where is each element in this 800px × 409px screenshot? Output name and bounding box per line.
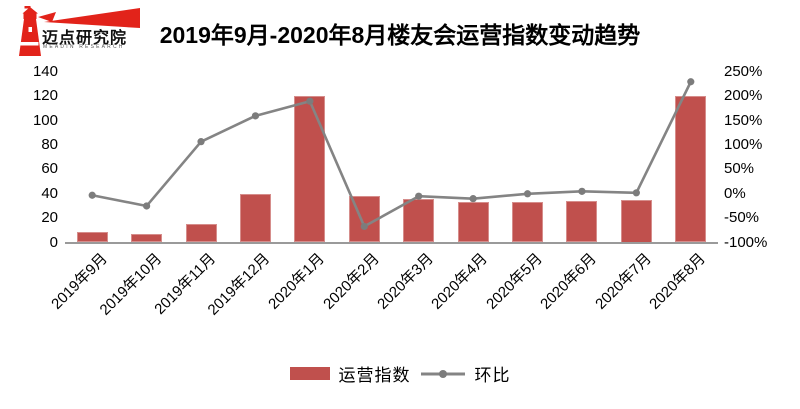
x-axis-label: 2020年1月 — [265, 249, 329, 313]
index-bar — [403, 198, 435, 243]
brand-name: 迈点研究院 — [42, 30, 128, 47]
y-axis-tick-left: 20 — [41, 209, 58, 227]
x-axis-label: 2020年6月 — [537, 249, 601, 313]
y-axis-tick-right: 100% — [724, 136, 763, 154]
x-axis-label: 2020年3月 — [374, 249, 437, 313]
legend-bar-swatch — [289, 367, 330, 380]
y-axis-tick-right: 250% — [724, 63, 763, 80]
index-bar — [185, 224, 217, 243]
chart-title: 2019年9月-2020年8月楼友会运营指数变动趋势 — [159, 22, 641, 48]
y-axis-tick-right: 50% — [724, 160, 755, 178]
ratio-marker — [197, 138, 205, 146]
ratio-line — [90, 80, 693, 228]
index-bar — [620, 199, 652, 243]
index-bar — [512, 202, 544, 243]
legend-bar-label: 运营指数 — [338, 366, 411, 385]
lighthouse-icon — [19, 6, 140, 56]
y-axis-tick-left: 0 — [49, 233, 58, 251]
ratio-marker — [578, 187, 586, 195]
index-bar — [348, 196, 380, 243]
index-bar — [457, 202, 489, 243]
ratio-marker — [143, 202, 151, 210]
y-axis-tick-right: -50% — [724, 209, 760, 227]
index-bar — [239, 193, 271, 243]
x-axis-label: 2020年4月 — [428, 249, 492, 313]
ratio-marker — [632, 189, 640, 197]
x-axis-label: 2020年5月 — [482, 249, 546, 313]
brand-subtext: MEADIN RESEARCH — [43, 44, 125, 50]
index-bar — [566, 201, 598, 243]
y-axis-tick-right: 200% — [724, 87, 763, 105]
legend: 运营指数 环比 — [0, 361, 800, 386]
index-bar — [675, 96, 707, 243]
ratio-marker — [469, 195, 477, 203]
index-bar — [294, 96, 326, 243]
legend-line-label: 环比 — [474, 366, 511, 385]
y-axis-tick-right: 150% — [724, 111, 763, 129]
y-axis-tick-left: 80 — [41, 136, 58, 154]
y-axis-tick-left: 140 — [32, 63, 58, 80]
ratio-marker — [88, 191, 96, 199]
y-axis-tick-right: 0% — [724, 184, 746, 202]
y-axis-tick-left: 40 — [41, 184, 58, 202]
x-axis-label: 2020年7月 — [591, 249, 655, 313]
legend-line-swatch — [420, 369, 465, 378]
ratio-marker — [251, 112, 260, 120]
y-axis-tick-left: 100 — [32, 111, 58, 129]
x-axis-line — [65, 241, 718, 244]
ratio-marker — [687, 78, 695, 86]
y-axis-tick-left: 60 — [41, 160, 58, 178]
y-axis-tick-left: 120 — [32, 87, 58, 105]
y-axis-tick-right: -100% — [724, 233, 768, 251]
ratio-marker — [523, 190, 532, 198]
x-axis-label: 2020年8月 — [646, 249, 709, 313]
meadin-logo: 迈点研究院 MEADIN RESEARCH — [14, 6, 164, 58]
x-axis-label: 2020年2月 — [319, 249, 383, 313]
